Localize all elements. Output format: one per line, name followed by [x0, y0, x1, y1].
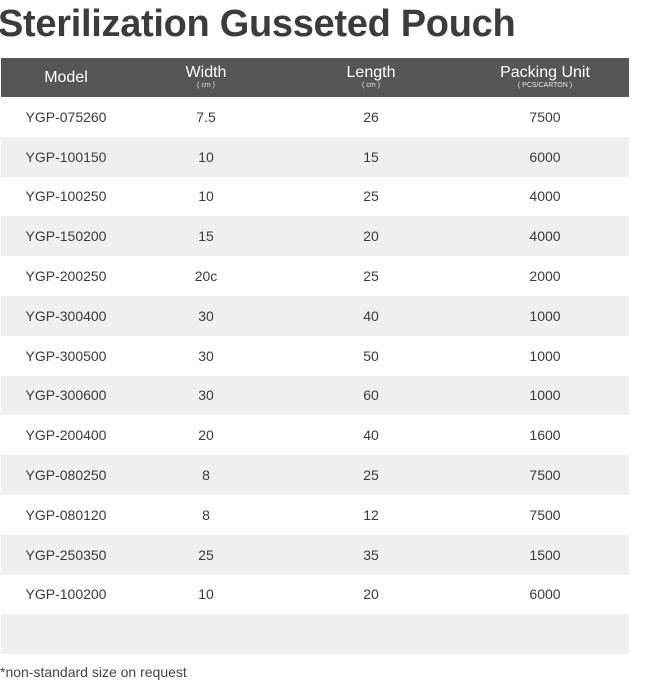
cell-packing: 4000 — [529, 228, 561, 245]
cell-length: 25 — [363, 467, 379, 484]
cell-width: 30 — [198, 387, 214, 404]
cell-model: YGP-250350 — [25, 546, 107, 563]
cell-width: 10 — [198, 586, 214, 603]
cell-length: 20 — [363, 586, 379, 603]
cell-model: YGP-200250 — [25, 268, 107, 285]
cell-packing: 7500 — [529, 108, 561, 125]
cell-packing: 7500 — [529, 506, 561, 523]
cell-length: 26 — [363, 108, 379, 125]
cell-model: YGP-300600 — [25, 387, 107, 404]
cell-length: 35 — [363, 546, 379, 563]
table-row: YGP-100250 10 25 4000 — [1, 177, 629, 217]
cell-length: 60 — [363, 387, 379, 404]
cell-packing: 4000 — [529, 188, 561, 205]
page-title: Sterilization Gusseted Pouch — [0, 3, 516, 45]
column-header-packing-unit: Packing Unit ( PCS/CARTON ) — [461, 58, 629, 97]
cell-length: 40 — [363, 307, 379, 324]
cell-model: YGP-150200 — [25, 228, 107, 245]
table-row: YGP-200250 20c 25 2000 — [1, 256, 629, 296]
cell-model: YGP-080120 — [25, 506, 107, 523]
cell-width: 8 — [202, 467, 210, 484]
cell-width: 30 — [198, 307, 214, 324]
cell-packing — [461, 614, 629, 654]
cell-width: 25 — [198, 546, 214, 563]
table-row: YGP-080250 8 25 7500 — [1, 455, 629, 495]
table-row — [1, 614, 629, 655]
cell-packing: 1600 — [529, 427, 561, 444]
cell-model: YGP-300500 — [25, 347, 107, 364]
cell-length: 15 — [363, 148, 379, 165]
cell-length: 50 — [363, 347, 379, 364]
table-row: YGP-150200 15 20 4000 — [1, 216, 629, 257]
cell-model: YGP-300400 — [25, 307, 107, 324]
cell-model — [1, 614, 131, 654]
cell-width: 15 — [198, 228, 214, 245]
cell-model: YGP-100200 — [25, 586, 107, 603]
table-row: YGP-300600 30 60 1000 — [1, 375, 629, 416]
column-header-length: Length ( cm ) — [281, 58, 461, 97]
cell-width — [131, 614, 281, 654]
column-unit: ( cm ) — [362, 82, 380, 89]
column-header-model: Model — [1, 58, 131, 97]
cell-length: 12 — [363, 506, 379, 523]
table-header-row: Model Width ( cm ) Length ( cm ) Packing… — [1, 58, 629, 97]
column-unit: ( cm ) — [197, 82, 215, 89]
column-unit: ( PCS/CARTON ) — [517, 82, 573, 89]
footnote: *non-standard size on request — [0, 664, 187, 680]
column-header-label: Model — [44, 68, 88, 86]
column-header-label: Length — [346, 64, 396, 81]
column-header-width: Width ( cm ) — [131, 58, 281, 97]
cell-packing: 1000 — [529, 347, 561, 364]
cell-width: 8 — [202, 506, 210, 523]
cell-packing: 7500 — [529, 467, 561, 484]
table-row: YGP-300400 30 40 1000 — [1, 295, 629, 336]
cell-model: YGP-080250 — [25, 467, 107, 484]
cell-model: YGP-100250 — [25, 188, 107, 205]
cell-width: 10 — [198, 148, 214, 165]
cell-packing: 6000 — [529, 586, 561, 603]
cell-packing: 6000 — [529, 148, 561, 165]
cell-model: YGP-075260 — [25, 108, 107, 125]
cell-length: 40 — [363, 427, 379, 444]
column-header-label: Width — [185, 64, 227, 81]
cell-model: YGP-200400 — [25, 427, 107, 444]
cell-width: 20 — [198, 427, 214, 444]
cell-length: 25 — [363, 268, 379, 285]
cell-width: 10 — [198, 188, 214, 205]
cell-length: 25 — [363, 188, 379, 205]
cell-packing: 1500 — [529, 546, 561, 563]
table-row: YGP-250350 25 35 1500 — [1, 534, 629, 575]
table-row: YGP-300500 30 50 1000 — [1, 336, 629, 376]
cell-packing: 1000 — [529, 387, 561, 404]
cell-packing: 1000 — [529, 307, 561, 324]
cell-packing: 2000 — [529, 268, 561, 285]
table-row: YGP-100200 10 20 6000 — [1, 575, 629, 615]
table-row: YGP-075260 7.5 26 7500 — [1, 97, 629, 137]
cell-length — [281, 614, 461, 654]
table-row: YGP-200400 20 40 1600 — [1, 415, 629, 455]
column-header-label: Packing Unit — [500, 64, 590, 81]
cell-width: 20c — [194, 268, 218, 285]
cell-width: 30 — [198, 347, 214, 364]
cell-model: YGP-100150 — [25, 148, 107, 165]
table-row: YGP-100150 10 15 6000 — [1, 136, 629, 177]
cell-length: 20 — [363, 228, 379, 245]
product-table: Model Width ( cm ) Length ( cm ) Packing… — [1, 58, 629, 655]
table-row: YGP-080120 8 12 7500 — [1, 495, 629, 535]
cell-width: 7.5 — [196, 108, 216, 125]
